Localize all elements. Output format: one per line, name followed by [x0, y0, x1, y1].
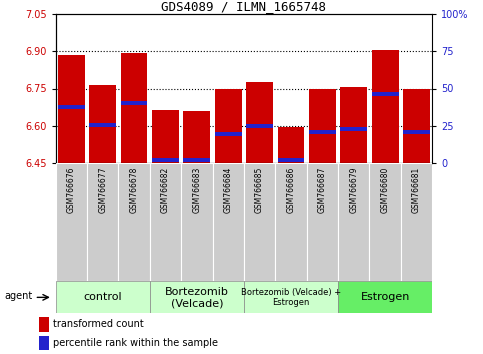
- Bar: [150, 281, 244, 313]
- Bar: [89, 85, 116, 163]
- Bar: [58, 105, 85, 109]
- Text: GSM766678: GSM766678: [129, 166, 139, 213]
- Bar: [213, 163, 244, 281]
- Bar: [184, 111, 210, 163]
- Bar: [150, 163, 181, 281]
- Bar: [87, 163, 118, 281]
- Bar: [278, 127, 304, 163]
- Bar: [118, 163, 150, 281]
- Text: GSM766684: GSM766684: [224, 166, 233, 213]
- Text: GSM766683: GSM766683: [192, 166, 201, 213]
- Text: GSM766679: GSM766679: [349, 166, 358, 213]
- Text: Estrogen: Estrogen: [360, 292, 410, 302]
- Text: Bortezomib
(Velcade): Bortezomib (Velcade): [165, 286, 229, 308]
- Bar: [152, 158, 179, 162]
- Text: control: control: [84, 292, 122, 302]
- Bar: [403, 89, 430, 163]
- Bar: [401, 163, 432, 281]
- Bar: [244, 281, 338, 313]
- Text: agent: agent: [4, 291, 33, 301]
- Bar: [372, 92, 398, 96]
- Bar: [121, 101, 147, 105]
- Text: Bortezomib (Velcade) +
Estrogen: Bortezomib (Velcade) + Estrogen: [241, 288, 341, 307]
- Bar: [341, 87, 367, 163]
- Bar: [56, 281, 150, 313]
- Text: percentile rank within the sample: percentile rank within the sample: [54, 338, 218, 348]
- Title: GDS4089 / ILMN_1665748: GDS4089 / ILMN_1665748: [161, 0, 327, 13]
- Text: GSM766682: GSM766682: [161, 166, 170, 213]
- Bar: [152, 110, 179, 163]
- Bar: [184, 158, 210, 162]
- Bar: [56, 163, 87, 281]
- Bar: [181, 163, 213, 281]
- Bar: [338, 163, 369, 281]
- Bar: [40, 317, 49, 332]
- Text: GSM766676: GSM766676: [67, 166, 76, 213]
- Bar: [244, 163, 275, 281]
- Bar: [309, 130, 336, 133]
- Bar: [341, 127, 367, 131]
- Bar: [89, 124, 116, 127]
- Bar: [40, 336, 49, 350]
- Bar: [121, 53, 147, 163]
- Bar: [275, 163, 307, 281]
- Text: GSM766686: GSM766686: [286, 166, 296, 213]
- Bar: [215, 132, 242, 136]
- Bar: [246, 82, 273, 163]
- Bar: [309, 89, 336, 163]
- Bar: [403, 130, 430, 135]
- Text: GSM766681: GSM766681: [412, 166, 421, 213]
- Bar: [246, 124, 273, 128]
- Text: GSM766680: GSM766680: [381, 166, 390, 213]
- Text: GSM766677: GSM766677: [98, 166, 107, 213]
- Text: GSM766685: GSM766685: [255, 166, 264, 213]
- Bar: [372, 50, 398, 163]
- Bar: [278, 158, 304, 162]
- Bar: [215, 89, 242, 163]
- Text: GSM766687: GSM766687: [318, 166, 327, 213]
- Bar: [369, 163, 401, 281]
- Bar: [58, 55, 85, 163]
- Bar: [338, 281, 432, 313]
- Bar: [307, 163, 338, 281]
- Text: transformed count: transformed count: [54, 319, 144, 329]
